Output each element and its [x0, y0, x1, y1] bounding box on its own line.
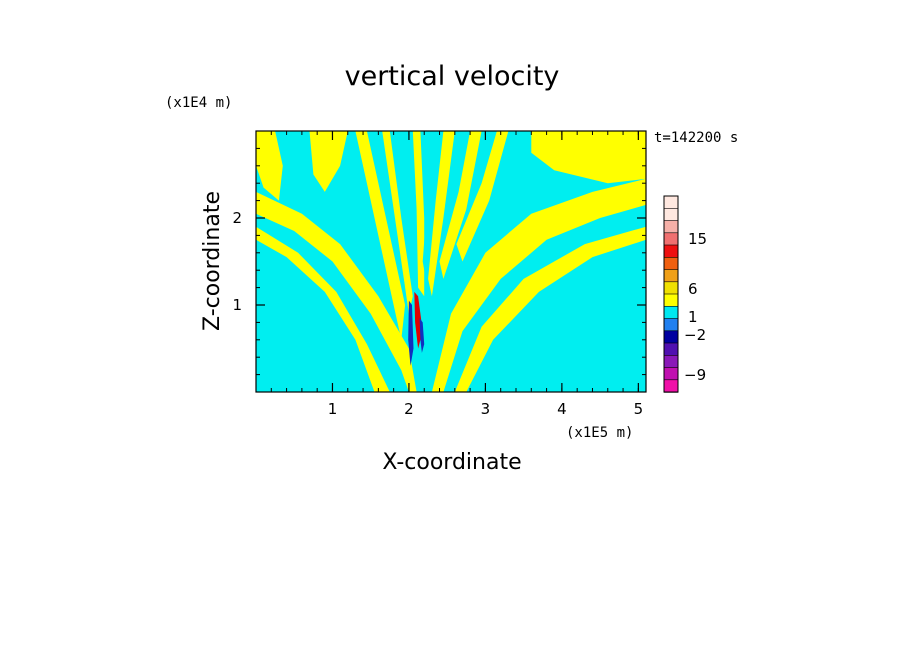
colorbar-tick-label: 1: [688, 308, 698, 326]
colorbar-level: [663, 208, 679, 222]
colorbar-tick-label: −2: [684, 326, 706, 344]
colorbar-level: [663, 342, 679, 356]
colorbar-level: [663, 330, 679, 344]
positive-region-center-fan-4: [428, 131, 455, 297]
colorbar-level: [663, 367, 679, 381]
x-tick-label: 3: [481, 400, 491, 418]
positive-region-center-fan-6: [456, 131, 509, 262]
field-layer: [256, 131, 646, 392]
time-label: t=142200 s: [654, 130, 738, 146]
y-axis-label: Z-coordinate: [200, 191, 225, 331]
core-feature-down: [408, 300, 414, 366]
colorbar-tick-label: −9: [684, 366, 706, 384]
y-tick-label: 1: [232, 296, 242, 314]
x-tick-label: 1: [328, 400, 338, 418]
colorbar-level: [663, 220, 679, 234]
y-tick-label: 2: [232, 209, 242, 227]
positive-region-center-fan-2: [382, 131, 413, 314]
colorbar-level: [663, 256, 679, 271]
colorbar-boxes: [663, 195, 679, 393]
positive-region-upper-left-block: [309, 131, 348, 192]
x-unit-label: (x1E5 m): [566, 425, 633, 441]
colorbar-level: [663, 293, 679, 307]
positive-region-left-mid-band: [256, 226, 390, 392]
colorbar-frame: [663, 195, 679, 393]
colorbar-level: [663, 232, 679, 246]
plot-frame: [255, 130, 647, 393]
colorbar-level: [663, 318, 679, 332]
axis-ticks: 1 2 3 4 5 1 2: [232, 131, 646, 418]
colorbar: 15 6 1 −2 −9: [663, 195, 707, 393]
colorbar-level: [663, 379, 679, 393]
positive-region-center-fan-1: [355, 131, 406, 340]
positive-region-upper-right-block: [531, 131, 646, 184]
positive-region-center-fan-5: [439, 131, 482, 279]
colorbar-tick-label: 6: [688, 280, 698, 298]
colorbar-level: [663, 354, 679, 369]
colorbar-tick-label: 15: [688, 230, 707, 248]
positive-region-right-upper-band: [431, 178, 646, 392]
positive-region-top-left-streak: [256, 131, 283, 201]
x-axis-label: X-coordinate: [382, 450, 521, 475]
colorbar-level: [663, 281, 679, 295]
core-feature-down: [419, 318, 425, 353]
chart-title: vertical velocity: [345, 61, 560, 92]
x-tick-label: 4: [557, 400, 567, 418]
colorbar-level: [663, 195, 679, 209]
positive-region-right-mid-band: [454, 226, 646, 392]
plot-area: 1 2 3 4 5 1 2: [232, 130, 647, 418]
colorbar-level: [663, 305, 679, 320]
colorbar-level: [663, 244, 679, 258]
x-tick-label: 2: [404, 400, 414, 418]
positive-region-center-fan-3: [412, 131, 425, 297]
y-unit-label: (x1E4 m): [165, 95, 232, 111]
negative-streak: [422, 131, 435, 279]
x-tick-label: 5: [634, 400, 644, 418]
colorbar-level: [663, 269, 679, 283]
positive-region-left-upper-band: [256, 191, 417, 392]
negative-streak: [374, 131, 406, 288]
